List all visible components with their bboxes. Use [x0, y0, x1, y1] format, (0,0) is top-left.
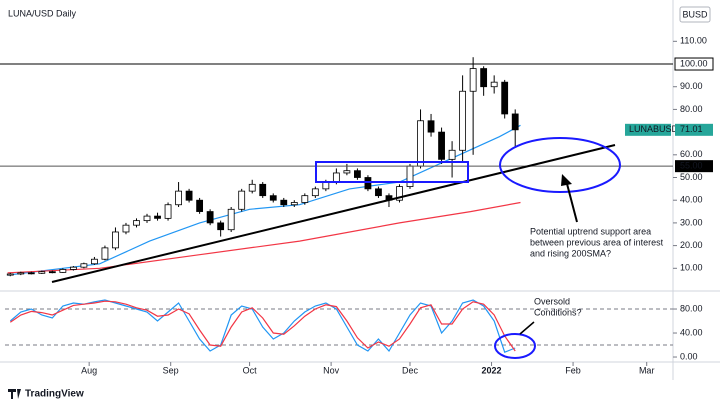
arrow: [519, 321, 535, 335]
candle-body: [238, 190, 246, 210]
moving-average: [7, 201, 521, 274]
candle-body: [269, 195, 277, 201]
interest-box: [315, 161, 469, 183]
candle-body: [38, 271, 46, 274]
candle-body: [143, 215, 151, 222]
candle-body: [27, 272, 35, 275]
candle-body: [17, 272, 25, 275]
annotation: and rising 200SMA?: [530, 248, 611, 258]
candle-body: [417, 120, 424, 167]
candle-body: [343, 170, 351, 174]
candle-body: [175, 190, 182, 206]
y-tick-label: 60.00: [680, 149, 703, 159]
y-tick-label: 40.00: [680, 195, 703, 205]
y-tick-label: 80.00: [680, 104, 703, 114]
logo: TradingView: [25, 389, 84, 400]
candle-body: [227, 208, 235, 231]
candle-body: [406, 165, 414, 187]
candle-body: [59, 269, 67, 273]
x-tick-label: 2022: [482, 365, 502, 375]
candle-body: [280, 199, 288, 206]
candle-body: [511, 113, 519, 131]
chart-title: LUNA/USD Daily: [8, 8, 77, 18]
level-label: 55.00: [680, 161, 703, 171]
y-tick-label: 20.00: [680, 240, 703, 250]
candle-body: [122, 224, 130, 233]
candle-body: [69, 266, 77, 270]
symbol-label-box: [625, 123, 671, 136]
candle-body: [459, 90, 467, 151]
y-tick-label: 10.00: [680, 263, 703, 273]
stochastic-line: [9, 300, 516, 352]
level-label-box: [674, 57, 714, 71]
y-tick-label: 80.00: [680, 303, 703, 313]
candle-body: [101, 247, 109, 260]
x-tick-label: Oct: [243, 365, 258, 375]
candle-body: [448, 149, 456, 160]
candle-body: [185, 190, 193, 201]
annotation: Conditions?: [534, 307, 582, 317]
candle-body: [154, 215, 161, 219]
candle-body: [490, 81, 498, 88]
x-tick-label: Sep: [163, 365, 179, 375]
arrow-head: [561, 174, 572, 186]
x-tick-label: Dec: [402, 365, 419, 375]
candle-body: [6, 273, 14, 276]
y-tick-label: 90.00: [680, 81, 703, 91]
y-tick-label: 110.00: [680, 36, 707, 46]
candle-body: [469, 68, 477, 92]
x-tick-label: Mar: [639, 365, 655, 375]
trendline: [51, 144, 616, 283]
candle-body: [375, 188, 382, 197]
currency[interactable]: BUSD: [682, 9, 708, 19]
annotation: Oversold: [534, 296, 570, 306]
candle-body: [290, 202, 298, 206]
annotation: Potential uptrend support area: [530, 226, 651, 236]
candle-body: [48, 271, 56, 274]
symbol-label: LUNABUSD: [629, 124, 679, 134]
candle-body: [354, 170, 361, 178]
candle-body: [206, 211, 214, 224]
candle-body: [217, 222, 225, 231]
last-price-box: [675, 123, 713, 136]
support-ellipse: [499, 137, 621, 193]
candle-body: [480, 68, 488, 88]
x-tick-label: Feb: [565, 365, 581, 375]
candle-body: [364, 177, 372, 190]
candle-body: [80, 263, 88, 268]
candle-body: [427, 120, 435, 133]
candle-body: [112, 231, 119, 249]
candle-body: [196, 199, 204, 212]
candle-body: [301, 195, 309, 203]
candle-body: [91, 258, 98, 265]
candle-body: [396, 186, 403, 201]
candle-body: [322, 181, 330, 190]
candle-body: [133, 220, 140, 226]
y-tick-label: 40.00: [680, 327, 703, 337]
currency-box[interactable]: [679, 6, 711, 23]
x-tick-label: Aug: [81, 365, 97, 375]
annotation: between previous area of interest: [530, 237, 664, 247]
last-price: 71.01: [680, 124, 703, 134]
oversold-ellipse: [494, 333, 536, 359]
candle-body: [164, 204, 172, 219]
candle-body: [259, 183, 267, 197]
x-tick-label: Nov: [323, 365, 340, 375]
arrow: [565, 179, 578, 223]
logo-icon: [8, 389, 21, 399]
candle-body: [332, 172, 340, 183]
candle-body: [501, 81, 509, 115]
candle-body: [438, 131, 445, 160]
candle-body: [248, 183, 256, 192]
y-tick-label: 50.00: [680, 172, 703, 182]
y-tick-label: 0.00: [680, 351, 698, 361]
level-label: 100.00: [680, 58, 708, 68]
moving-average: [7, 124, 521, 276]
candle-body: [311, 188, 319, 197]
y-tick-label: 30.00: [680, 217, 703, 227]
level-label-box: [675, 160, 713, 173]
